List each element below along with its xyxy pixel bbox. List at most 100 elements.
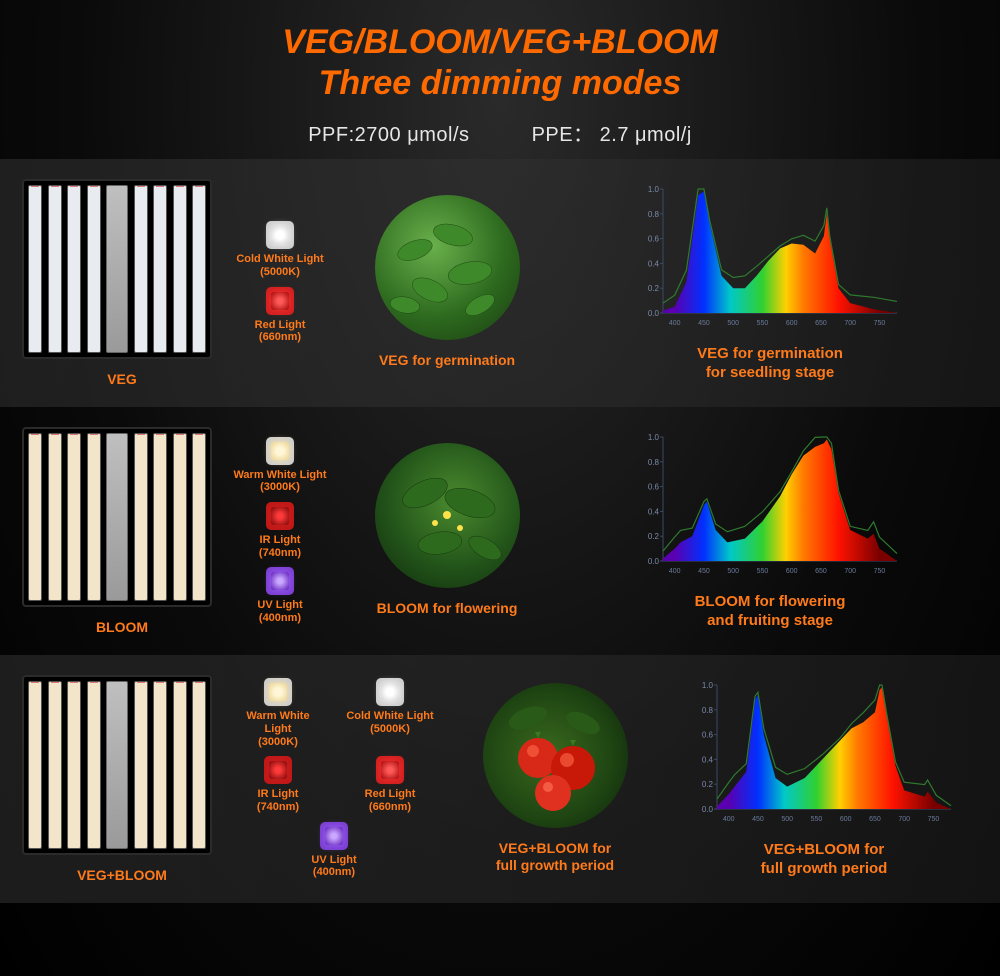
row-combo: VEG+BLOOM Warm White Light(3000K) Cold W… <box>0 655 1000 903</box>
led-chip-icon <box>266 502 294 530</box>
svg-text:550: 550 <box>757 320 769 327</box>
chart-label: VEG for germination for seedling stage <box>558 345 982 383</box>
svg-text:600: 600 <box>786 568 798 575</box>
chip-warm-white: Warm White Light(3000K) <box>232 437 328 494</box>
led-panel-icon <box>22 179 212 359</box>
plant-image-icon <box>375 195 520 340</box>
svg-text:1.0: 1.0 <box>648 185 660 194</box>
svg-text:500: 500 <box>727 320 739 327</box>
plant-label: VEG+BLOOM for full growth period <box>450 840 660 875</box>
svg-text:500: 500 <box>781 816 793 823</box>
chip-uv: UV Light(400nm) <box>232 567 328 624</box>
svg-text:700: 700 <box>898 816 910 823</box>
svg-text:0.8: 0.8 <box>648 210 660 219</box>
header: VEG/BLOOM/VEG+BLOOM Three dimming modes … <box>0 0 1000 147</box>
chip-ir: IR Light(740nm) <box>232 756 324 813</box>
panel-label: BLOOM <box>22 619 222 635</box>
svg-text:450: 450 <box>752 816 764 823</box>
specs: PPF:2700 μmol/s PPE： 2.7 μmol/j <box>0 118 1000 147</box>
svg-text:450: 450 <box>698 568 710 575</box>
plant-image-icon <box>375 443 520 588</box>
svg-text:650: 650 <box>815 320 827 327</box>
plant-label: VEG for germination <box>342 352 552 370</box>
svg-text:0.4: 0.4 <box>648 507 660 516</box>
svg-text:550: 550 <box>757 568 769 575</box>
spectrum-chart: 0.0 0.2 0.4 0.6 0.8 1.0 400 450 500 550 600 650 700 7… <box>635 431 905 581</box>
chart-label: BLOOM for flowering and fruiting stage <box>558 593 982 631</box>
svg-text:0.0: 0.0 <box>648 557 660 566</box>
svg-text:0.0: 0.0 <box>702 805 714 814</box>
led-chip-icon <box>376 756 404 784</box>
row-bloom: BLOOM Warm White Light(3000K) IR Light(7… <box>0 407 1000 655</box>
svg-text:650: 650 <box>815 568 827 575</box>
svg-text:750: 750 <box>874 568 886 575</box>
panel-combo: VEG+BLOOM <box>22 675 222 883</box>
svg-text:0.4: 0.4 <box>648 259 660 268</box>
svg-text:0.6: 0.6 <box>648 482 660 491</box>
svg-text:400: 400 <box>669 320 681 327</box>
chart-label: VEG+BLOOM for full growth period <box>666 841 982 879</box>
title-line1: VEG/BLOOM/VEG+BLOOM <box>0 22 1000 63</box>
led-chip-icon <box>376 678 404 706</box>
mode-rows: VEG Cold White Light(5000K) Red Light(66… <box>0 159 1000 903</box>
svg-text:400: 400 <box>723 816 735 823</box>
panel-veg: VEG <box>22 179 222 387</box>
svg-text:450: 450 <box>698 320 710 327</box>
plant-image-icon <box>483 683 628 828</box>
plant-combo: VEG+BLOOM for full growth period <box>450 683 660 875</box>
led-chip-icon <box>266 287 294 315</box>
svg-text:0.2: 0.2 <box>648 532 660 541</box>
svg-text:500: 500 <box>727 568 739 575</box>
spec-ppf: PPF:2700 μmol/s <box>308 124 469 147</box>
svg-text:650: 650 <box>869 816 881 823</box>
panel-label: VEG <box>22 371 222 387</box>
svg-text:0.4: 0.4 <box>702 755 714 764</box>
chip-ir: IR Light(740nm) <box>232 502 328 559</box>
svg-text:0.6: 0.6 <box>648 234 660 243</box>
led-chip-icon <box>320 822 348 850</box>
chip-warm-white: Warm White Light(3000K) <box>232 678 324 748</box>
chart-bloom: 0.0 0.2 0.4 0.6 0.8 1.0 400 450 500 550 600 650 700 7… <box>558 431 982 631</box>
legend-bloom: Warm White Light(3000K) IR Light(740nm) … <box>232 437 328 625</box>
spectrum-chart: 0.0 0.2 0.4 0.6 0.8 1.0 400 450 500 550 600 650 700 7… <box>635 183 905 333</box>
legend-veg: Cold White Light(5000K) Red Light(660nm) <box>232 221 328 344</box>
chip-uv: UV Light(400nm) <box>288 822 380 879</box>
svg-text:750: 750 <box>928 816 940 823</box>
led-chip-icon <box>266 221 294 249</box>
chip-red: Red Light(660nm) <box>232 287 328 344</box>
title-line2: Three dimming modes <box>0 63 1000 104</box>
row-veg: VEG Cold White Light(5000K) Red Light(66… <box>0 159 1000 407</box>
page-title: VEG/BLOOM/VEG+BLOOM Three dimming modes <box>0 22 1000 104</box>
panel-label: VEG+BLOOM <box>22 867 222 883</box>
led-chip-icon <box>266 437 294 465</box>
svg-text:0.8: 0.8 <box>648 458 660 467</box>
led-panel-icon <box>22 427 212 607</box>
svg-text:400: 400 <box>669 568 681 575</box>
svg-text:1.0: 1.0 <box>648 433 660 442</box>
svg-text:0.2: 0.2 <box>702 780 714 789</box>
svg-text:1.0: 1.0 <box>702 681 714 690</box>
spectrum-chart: 0.0 0.2 0.4 0.6 0.8 1.0 400 450 500 550 600 650 700 7… <box>689 679 959 829</box>
svg-text:700: 700 <box>844 320 856 327</box>
legend-combo: Warm White Light(3000K) Cold White Light… <box>232 678 436 878</box>
svg-text:750: 750 <box>874 320 886 327</box>
led-chip-icon <box>266 567 294 595</box>
svg-text:600: 600 <box>786 320 798 327</box>
plant-label: BLOOM for flowering <box>342 600 552 618</box>
chip-cold-white: Cold White Light(5000K) <box>344 678 436 748</box>
chart-veg: 0.0 0.2 0.4 0.6 0.8 1.0 400 450 500 550 600 650 700 7… <box>558 183 982 383</box>
svg-text:550: 550 <box>811 816 823 823</box>
spec-ppe: PPE： 2.7 μmol/j <box>532 118 692 147</box>
chip-cold-white: Cold White Light(5000K) <box>232 221 328 278</box>
led-panel-icon <box>22 675 212 855</box>
svg-text:700: 700 <box>844 568 856 575</box>
plant-veg: VEG for germination <box>342 195 552 370</box>
svg-text:0.0: 0.0 <box>648 309 660 318</box>
svg-text:0.2: 0.2 <box>648 284 660 293</box>
led-chip-icon <box>264 756 292 784</box>
led-chip-icon <box>264 678 292 706</box>
svg-text:600: 600 <box>840 816 852 823</box>
chip-red: Red Light(660nm) <box>344 756 436 813</box>
svg-text:0.6: 0.6 <box>702 730 714 739</box>
svg-text:0.8: 0.8 <box>702 706 714 715</box>
